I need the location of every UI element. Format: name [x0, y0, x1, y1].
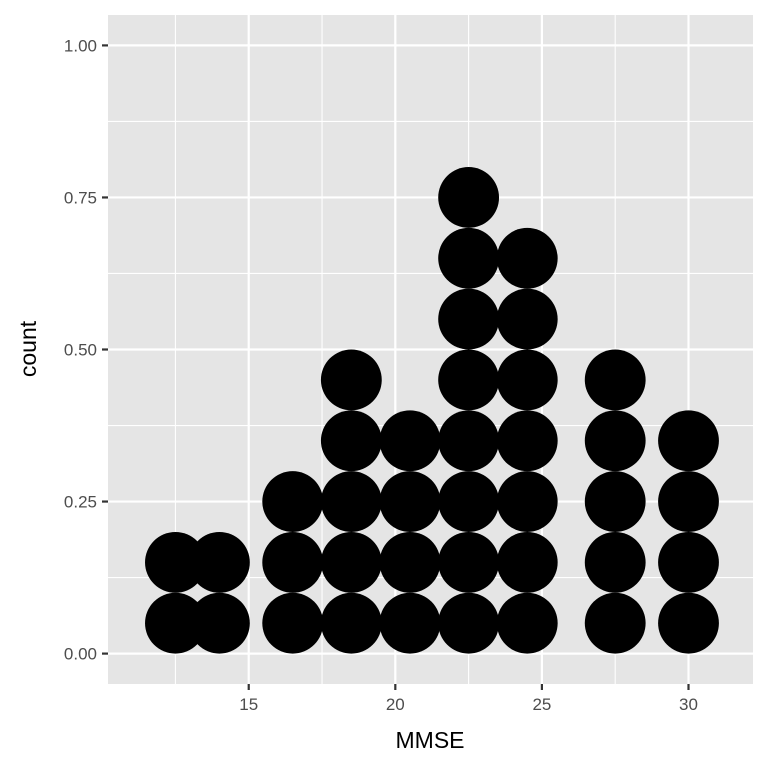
y-tick-label: 1.00	[64, 36, 97, 55]
x-tick-label: 30	[679, 695, 698, 714]
dot	[189, 592, 250, 654]
y-tick-label: 0.25	[64, 493, 97, 512]
dot	[438, 410, 500, 472]
dot	[438, 471, 500, 532]
y-axis-title: count	[15, 320, 41, 377]
dot	[262, 471, 324, 532]
dot	[496, 471, 558, 532]
y-tick-label: 0.00	[64, 645, 97, 664]
dot	[496, 349, 558, 411]
dot	[438, 349, 500, 411]
dot	[438, 167, 500, 228]
dots-layer	[145, 167, 719, 654]
dot	[379, 531, 441, 593]
x-tick-label: 15	[239, 695, 258, 714]
dot	[379, 471, 441, 532]
dot	[496, 592, 558, 654]
y-tick-label: 0.50	[64, 341, 97, 360]
dot	[438, 531, 500, 593]
dot	[658, 471, 719, 532]
dot	[658, 410, 719, 472]
dot	[584, 410, 646, 472]
dot	[320, 592, 382, 654]
dot	[438, 592, 500, 654]
dot	[438, 288, 500, 350]
x-tick-label: 20	[386, 695, 405, 714]
dot	[496, 288, 558, 350]
dot	[496, 531, 558, 593]
x-axis-title: MMSE	[396, 727, 465, 753]
dot	[584, 471, 646, 532]
dot	[262, 592, 324, 654]
dot	[658, 592, 719, 654]
dot	[438, 227, 500, 289]
dot	[584, 349, 646, 411]
dot	[496, 227, 558, 289]
dot	[496, 410, 558, 472]
dot	[145, 592, 206, 654]
dot	[189, 531, 250, 593]
y-axis: 0.00 0.25 0.50 0.75 1.00	[64, 36, 108, 664]
dot	[379, 592, 441, 654]
dot	[584, 531, 646, 593]
dot	[320, 349, 382, 411]
dot	[379, 410, 441, 472]
dot	[320, 410, 382, 472]
x-tick-label: 25	[532, 695, 551, 714]
y-tick-label: 0.75	[64, 188, 97, 207]
dot	[658, 531, 719, 593]
dot	[262, 531, 324, 593]
dot	[145, 531, 206, 593]
dot	[584, 592, 646, 654]
dot	[320, 471, 382, 532]
x-axis: 15 20 25 30	[239, 684, 698, 714]
dot	[320, 531, 382, 593]
